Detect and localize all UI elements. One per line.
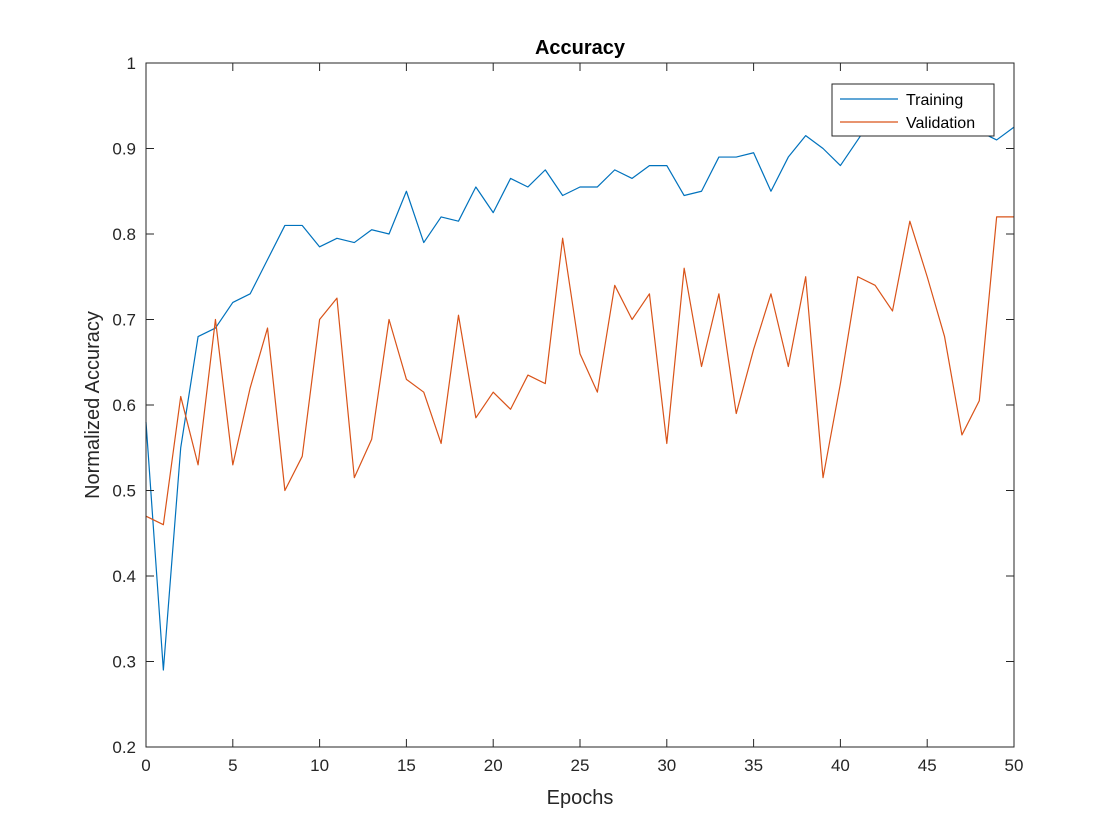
chart-title: Accuracy <box>535 37 626 59</box>
y-tick-label: 0.9 <box>112 140 136 159</box>
x-tick-label: 30 <box>657 756 676 775</box>
axis-ticks: 0 5 10 15 20 25 30 35 40 45 50 0.2 0.3 0.4 0.5 0.6 0.7 0.… <box>112 54 1023 775</box>
legend-box <box>831 83 995 137</box>
x-tick-label: 0 <box>141 756 150 775</box>
y-tick-label: 0.3 <box>112 653 136 672</box>
y-axis-label: Normalized Accuracy <box>82 311 104 499</box>
y-tick-label: 0.5 <box>112 482 136 501</box>
x-tick-label: 45 <box>918 756 937 775</box>
x-axis-label: Epochs <box>547 787 614 809</box>
x-tick-label: 50 <box>1005 756 1024 775</box>
x-tick-label: 35 <box>744 756 763 775</box>
legend: Training Validation <box>831 83 995 137</box>
y-tick-label: 0.7 <box>112 311 136 330</box>
y-tick-label: 0.8 <box>112 225 136 244</box>
x-tick-label: 5 <box>228 756 237 775</box>
x-tick-label: 15 <box>397 756 416 775</box>
x-tick-label: 20 <box>484 756 503 775</box>
y-tick-label: 0.4 <box>112 567 136 586</box>
legend-label-validation: Validation <box>906 115 975 132</box>
x-tick-label: 25 <box>571 756 590 775</box>
y-tick-label: 0.2 <box>112 738 136 757</box>
x-tick-label: 40 <box>831 756 850 775</box>
y-tick-label: 0.6 <box>112 396 136 415</box>
x-tick-label: 10 <box>310 756 329 775</box>
legend-label-training: Training <box>906 92 963 109</box>
y-tick-label: 1 <box>127 54 136 73</box>
series-line-validation <box>145 216 1014 526</box>
